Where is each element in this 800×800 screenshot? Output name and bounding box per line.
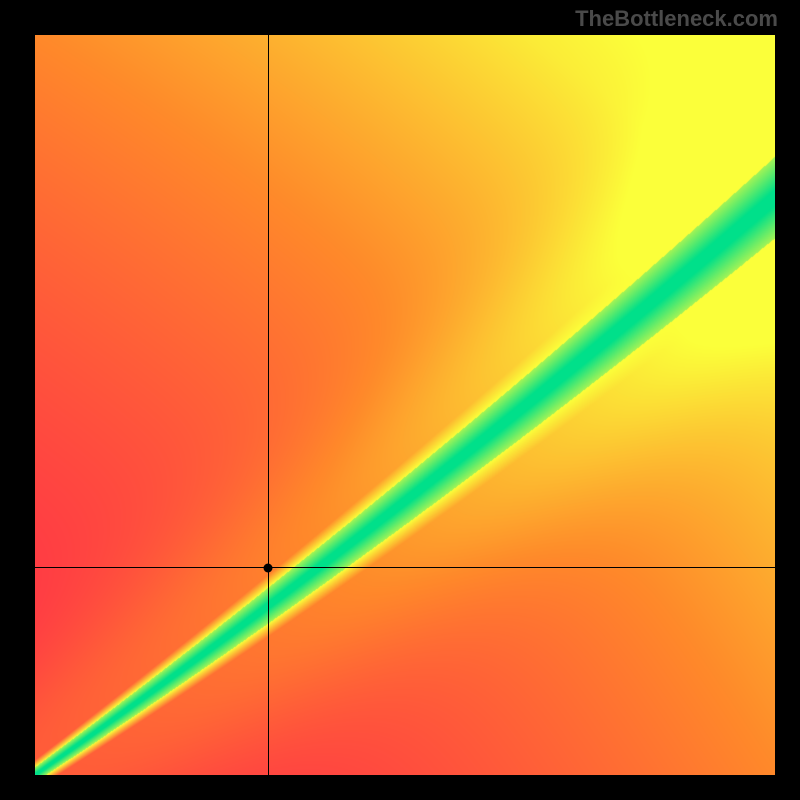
crosshair-marker bbox=[264, 563, 273, 572]
bottleneck-heatmap bbox=[35, 35, 775, 775]
crosshair-vertical bbox=[268, 35, 269, 775]
crosshair-horizontal bbox=[35, 567, 775, 568]
watermark-text: TheBottleneck.com bbox=[575, 6, 778, 32]
